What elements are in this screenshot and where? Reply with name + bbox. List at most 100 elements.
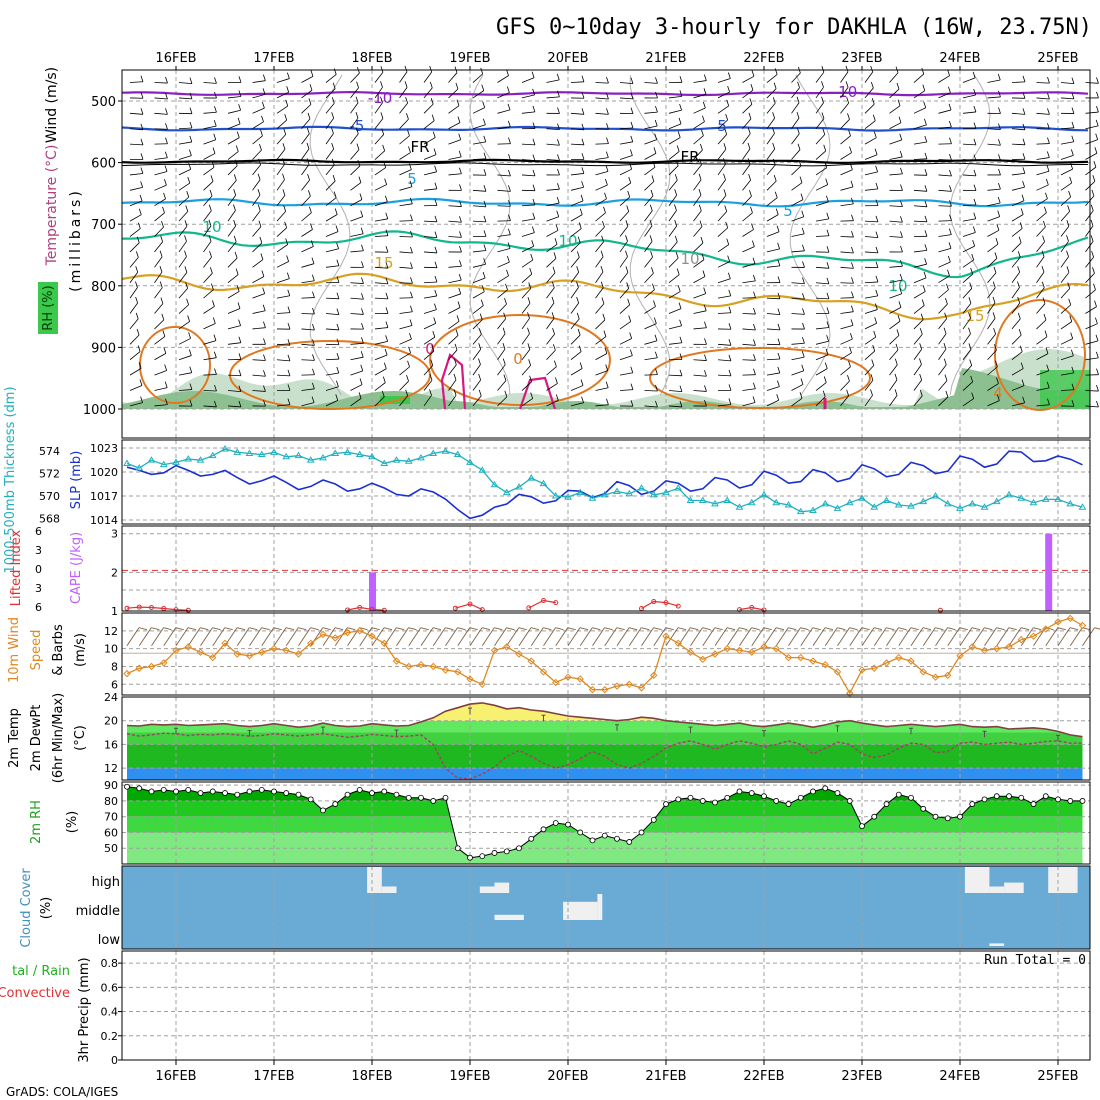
- wind-barb: [752, 396, 756, 403]
- wind-barb: [900, 200, 903, 207]
- wind-barb-10m: [445, 627, 454, 631]
- wind-barb: [1042, 235, 1045, 242]
- wind-barb: [350, 117, 359, 129]
- wind-barb: [840, 380, 850, 391]
- wind-barb: [1060, 127, 1074, 130]
- wind-barb: [913, 124, 927, 130]
- wind-speed-point: [833, 668, 842, 676]
- wind-barb: [448, 105, 460, 114]
- wind-barb: [668, 374, 683, 377]
- wind-barb: [448, 335, 459, 345]
- thickness-point: [490, 480, 499, 488]
- wind-barb: [160, 235, 164, 242]
- rh-2m-point: [320, 807, 326, 814]
- wind-barb: [1017, 251, 1021, 258]
- thickness-point: [919, 497, 928, 505]
- rh-2m-point: [565, 821, 571, 828]
- wind-barb: [570, 385, 584, 391]
- wind-barb: [306, 127, 310, 134]
- wind-barb: [203, 225, 212, 237]
- wind-barb: [945, 390, 949, 398]
- wind-barb: [581, 396, 584, 403]
- rh-2m-point: [283, 790, 290, 796]
- wind-barb: [801, 227, 805, 234]
- wind-barb: [766, 214, 779, 222]
- wind-barb: [129, 143, 144, 146]
- wind-barb: [384, 195, 388, 202]
- wind-barb: [1011, 200, 1025, 207]
- wind-barb: [766, 358, 781, 361]
- wind-barb: [404, 65, 408, 73]
- wind-barb: [1022, 138, 1026, 145]
- wind-barb: [801, 364, 805, 371]
- wind-barb: [399, 119, 409, 129]
- wind-barb: [189, 107, 193, 114]
- wind-barb: [138, 208, 142, 215]
- wind-barb: [203, 340, 217, 345]
- wind-barb: [325, 386, 339, 391]
- wind-barb: [650, 251, 653, 258]
- wind-barb: [325, 231, 339, 237]
- wind-barb: [846, 97, 850, 104]
- wind-barb: [1091, 189, 1095, 196]
- rh-2m-point: [785, 801, 792, 807]
- wind-barb: [899, 273, 903, 281]
- wind-barb: [276, 295, 290, 299]
- thickness-point: [564, 493, 572, 500]
- wind-axis-label-1: 10m Wind: [7, 617, 22, 683]
- wind-barb: [185, 282, 188, 289]
- wind-barb: [480, 299, 484, 306]
- wind-barb: [924, 185, 928, 192]
- rh-band: [127, 800, 1083, 817]
- wind-barb: [178, 196, 190, 207]
- thickness-point: [809, 506, 817, 514]
- wind-barb: [987, 159, 1001, 161]
- wind-barb: [840, 71, 849, 83]
- lifted-index-line: [126, 606, 189, 611]
- wind-speed-point: [723, 644, 731, 653]
- rh-axis-label-1: 2m RH: [29, 800, 44, 844]
- wind-barb: [603, 206, 606, 213]
- wind-barb: [276, 244, 288, 253]
- wind-barb: [521, 398, 533, 407]
- wind-barb: [410, 305, 413, 312]
- wind-barb: [1066, 250, 1069, 257]
- wind-barb: [815, 102, 824, 114]
- wind-barb: [483, 169, 487, 176]
- wind-barb: [581, 123, 585, 130]
- wind-barb: [655, 91, 658, 99]
- wind-barb-10m: [739, 627, 748, 631]
- wind-barb: [1047, 137, 1050, 144]
- contour-label: 0: [425, 340, 435, 358]
- wind-barb: [478, 373, 482, 381]
- wind-barb: [875, 215, 879, 222]
- wind-barb: [570, 242, 581, 253]
- wind-barb: [203, 111, 217, 114]
- wind-barb: [325, 400, 338, 407]
- wind-barb: [693, 194, 702, 206]
- wind-barb-10m: [530, 627, 540, 631]
- wind-barb: [1071, 135, 1075, 142]
- wind-barb: [209, 267, 213, 274]
- wind-barb: [140, 92, 144, 99]
- wind-barb: [555, 224, 559, 231]
- wind-barb: [864, 309, 878, 314]
- wind-barb: [1011, 214, 1024, 222]
- thickness-point: [1005, 490, 1013, 498]
- wind-barb: [595, 226, 605, 237]
- wind-barb-10m: [775, 627, 785, 631]
- rh-2m-point: [185, 786, 192, 793]
- wind-barb: [459, 216, 462, 223]
- wind-barb: [727, 272, 731, 279]
- wind-barb: [308, 98, 312, 105]
- thickness-point: [600, 490, 609, 498]
- thickness-point: [392, 456, 401, 463]
- wind-barb: [570, 368, 583, 376]
- wind-barb: [995, 360, 998, 367]
- thickness-point: [980, 503, 989, 510]
- precip-tick-label: 0: [111, 1054, 118, 1067]
- wind-barb: [644, 181, 655, 191]
- wind-barb: [481, 84, 485, 91]
- wind-speed-point: [454, 668, 462, 676]
- wind-barb-10m: [543, 627, 556, 646]
